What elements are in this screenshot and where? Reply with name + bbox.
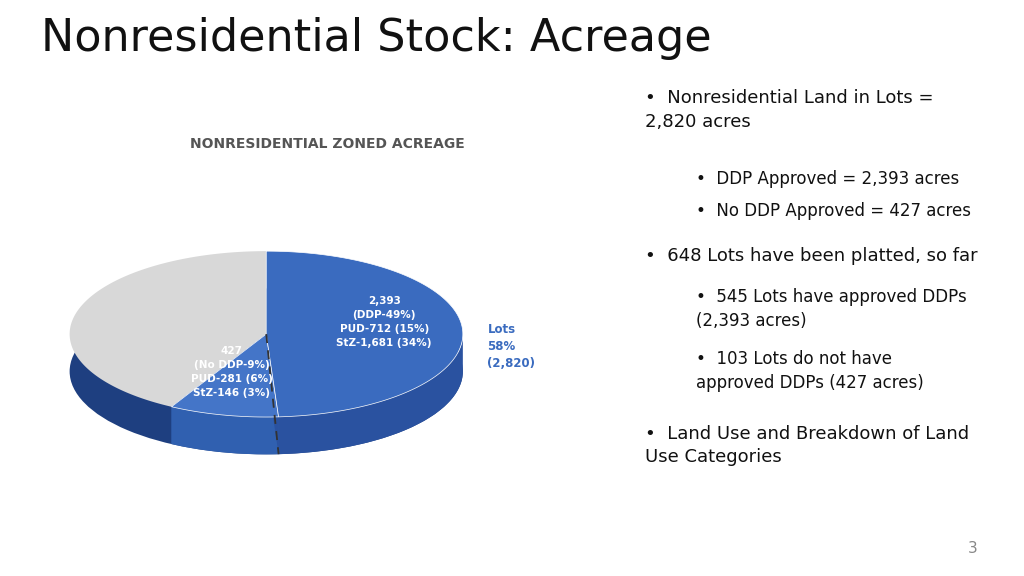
- Polygon shape: [279, 335, 463, 454]
- Text: •  Land Use and Breakdown of Land
Use Categories: • Land Use and Breakdown of Land Use Cat…: [645, 425, 970, 466]
- Polygon shape: [172, 334, 279, 417]
- Polygon shape: [266, 334, 279, 454]
- Text: 427
(No DDP-9%)
PUD-281 (6%)
StZ-146 (3%): 427 (No DDP-9%) PUD-281 (6%) StZ-146 (3%…: [190, 346, 272, 398]
- Text: •  DDP Approved = 2,393 acres: • DDP Approved = 2,393 acres: [696, 170, 959, 188]
- Text: 3: 3: [968, 541, 978, 556]
- Polygon shape: [266, 251, 463, 417]
- Text: •  545 Lots have approved DDPs
(2,393 acres): • 545 Lots have approved DDPs (2,393 acr…: [696, 288, 967, 329]
- Polygon shape: [266, 334, 279, 454]
- Text: NONRESIDENTIAL ZONED ACREAGE: NONRESIDENTIAL ZONED ACREAGE: [190, 137, 465, 151]
- Ellipse shape: [70, 289, 463, 454]
- Text: 2,393
(DDP-49%)
PUD-712 (15%)
StZ-1,681 (34%): 2,393 (DDP-49%) PUD-712 (15%) StZ-1,681 …: [337, 296, 432, 348]
- Polygon shape: [70, 251, 266, 407]
- Text: •  Nonresidential Land in Lots =
2,820 acres: • Nonresidential Land in Lots = 2,820 ac…: [645, 89, 934, 131]
- Text: •  No DDP Approved = 427 acres: • No DDP Approved = 427 acres: [696, 202, 972, 220]
- Polygon shape: [172, 334, 266, 444]
- Text: Lots
58%
(2,820): Lots 58% (2,820): [487, 323, 536, 370]
- Polygon shape: [172, 407, 279, 454]
- Text: •  648 Lots have been platted, so far: • 648 Lots have been platted, so far: [645, 247, 978, 264]
- Text: Nonresidential Stock: Acreage: Nonresidential Stock: Acreage: [41, 17, 712, 60]
- Text: •  103 Lots do not have
approved DDPs (427 acres): • 103 Lots do not have approved DDPs (42…: [696, 350, 924, 392]
